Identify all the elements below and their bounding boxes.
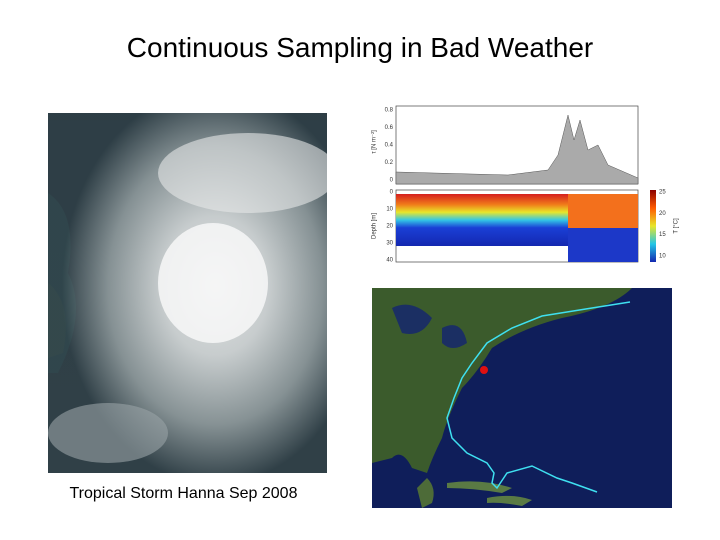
depth-axis-label: Depth [m]: [372, 213, 378, 239]
top-tick-label: 0.4: [385, 143, 394, 149]
colorbar-tick-label: 10: [659, 254, 666, 260]
depth-tick-label: 20: [386, 224, 393, 230]
depth-tick-label: 30: [386, 241, 393, 247]
colorbar-tick-label: 25: [659, 190, 666, 196]
storm-track-map: [372, 288, 672, 508]
depth-tick-label: 10: [386, 207, 393, 213]
depth-tick-label: 40: [386, 258, 393, 264]
top-axis-label: τ [N m⁻²]: [372, 130, 378, 154]
image-caption: Tropical Storm Hanna Sep 2008: [69, 485, 298, 502]
colorbar-label: T [°C]: [674, 218, 680, 234]
slide-title: Continuous Sampling in Bad Weather: [126, 32, 594, 63]
depth-tick-label: 0: [390, 190, 394, 196]
satellite-image: [48, 113, 327, 473]
colorbar-tick-label: 20: [659, 211, 666, 217]
measurement-figure: 0.8 0.6 0.4 0.2 0 0 10 20 30 40 25 20 15 10 τ [N m⁻²] D…: [372, 105, 680, 264]
top-tick-label: 0.8: [385, 108, 394, 114]
top-tick-label: 0: [390, 178, 394, 184]
colorbar-tick-label: 15: [659, 232, 666, 238]
top-tick-label: 0.2: [385, 160, 394, 166]
top-tick-label: 0.6: [385, 125, 394, 131]
